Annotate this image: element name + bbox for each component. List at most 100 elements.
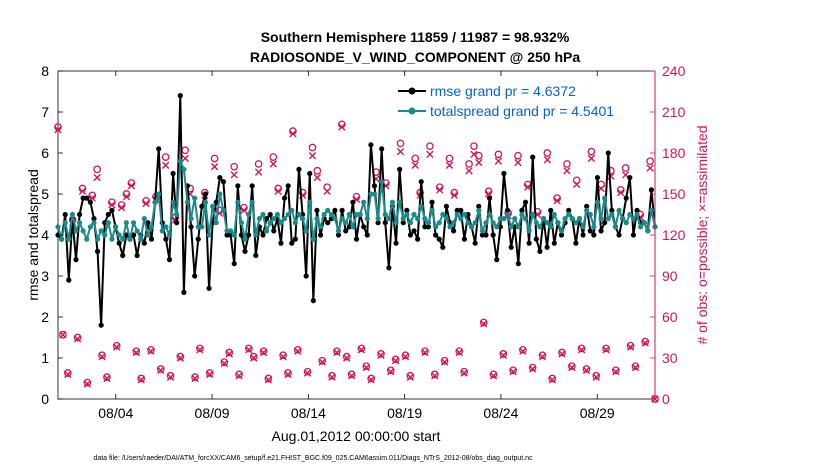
rmse-point	[573, 240, 579, 246]
obs-assimilated-stroke	[254, 168, 263, 176]
obs-assimilated-point	[142, 199, 150, 208]
rmse-point	[609, 207, 615, 213]
rmse-point	[141, 240, 147, 246]
totalspread-point	[58, 236, 65, 242]
obs-assimilated-point	[210, 162, 219, 171]
obs-assimilated-stroke	[607, 172, 615, 180]
obs-assimilated-point	[103, 374, 111, 383]
x-tick-label: 08/29	[580, 405, 615, 421]
totalspread-point	[213, 220, 219, 226]
rmse-point	[375, 220, 381, 226]
obs-assimilated-point	[426, 150, 434, 159]
rmse-point	[98, 322, 104, 328]
obs-assimilated-stroke	[367, 376, 375, 384]
obs-possible-point	[440, 356, 449, 365]
y-axis-label: rmse and totalspread	[25, 169, 41, 301]
obs-assimilated-stroke	[484, 190, 493, 198]
rmse-point	[584, 203, 590, 209]
totalspread-point	[148, 224, 155, 230]
obs-possible-point	[73, 333, 82, 342]
obs-assimilated-point	[318, 358, 326, 366]
obs-possible-point	[269, 153, 278, 161]
obs-assimilated-point	[328, 373, 336, 381]
totalspread-point	[350, 224, 356, 230]
rmse-point	[497, 224, 503, 230]
totalspread-point	[317, 224, 324, 230]
obs-possible-point	[470, 142, 478, 151]
totalspread-point	[206, 232, 212, 238]
y2-tick-label: 240	[662, 63, 686, 79]
legend-marker-totalspread	[408, 107, 416, 115]
totalspread-point	[353, 211, 360, 218]
obs-assimilated-point	[587, 154, 596, 163]
totalspread-point	[325, 207, 331, 213]
obs-assimilated-point	[489, 372, 498, 380]
obs-assimilated-point	[475, 158, 483, 167]
totalspread-point	[429, 207, 435, 213]
rmse-point	[188, 224, 194, 230]
totalspread-point	[515, 224, 521, 230]
obs-assimilated-point	[631, 363, 640, 372]
obs-assimilated-stroke	[108, 201, 116, 209]
totalspread-point	[112, 224, 119, 230]
obs-possible-point	[631, 362, 640, 371]
obs-assimilated-point	[450, 191, 459, 200]
obs-assimilated-stroke	[612, 367, 620, 376]
obs-assimilated-stroke	[176, 354, 185, 362]
rmse-point	[195, 236, 201, 242]
obs-assimilated-stroke	[318, 358, 326, 366]
obs-assimilated-point	[181, 154, 189, 163]
obs-possible-point	[225, 348, 234, 357]
obs-assimilated-stroke	[357, 346, 366, 354]
obs-assimilated-point	[161, 161, 170, 169]
obs-assimilated-point	[122, 193, 131, 201]
obs-possible-point	[333, 347, 341, 356]
totalspread-point	[339, 216, 345, 222]
obs-possible-point	[558, 348, 566, 357]
totalspread-point	[289, 207, 295, 213]
obs-assimilated-stroke	[328, 373, 336, 381]
totalspread-point	[238, 220, 245, 226]
totalspread-point	[66, 236, 72, 242]
obs-assimilated-stroke	[142, 199, 150, 208]
rmse-point	[278, 240, 284, 246]
obs-assimilated-point	[519, 347, 527, 355]
obs-possible-point	[83, 378, 92, 387]
y-tick-label: 6	[41, 145, 49, 161]
rmse-point	[116, 240, 122, 246]
obs-possible-point	[430, 370, 439, 379]
axis-layer: 08/04 08/09 08/14 08/19 08/24 08/29 0 1 2 3 4 5 6 7 8 0…	[41, 63, 685, 421]
obs-assimilated-point	[264, 376, 273, 384]
obs-possible-point	[514, 151, 522, 160]
obs-assimilated-point	[73, 335, 82, 343]
obs-assimilated-stroke	[431, 372, 439, 380]
obs-assimilated-point	[289, 130, 297, 138]
y-tick-label: 7	[41, 104, 49, 120]
totalspread-point	[94, 236, 101, 242]
totalspread-point	[544, 220, 550, 226]
totalspread-point	[508, 224, 514, 230]
data-layer	[54, 93, 659, 403]
obs-assimilated-point	[563, 167, 571, 175]
obs-possible-point	[646, 157, 654, 166]
rmse-point	[289, 240, 295, 246]
obs-assimilated-point	[528, 365, 537, 373]
obs-assimilated-stroke	[617, 188, 625, 197]
totalspread-point	[249, 199, 255, 205]
obs-possible-point	[519, 345, 527, 354]
obs-assimilated-point	[377, 351, 385, 359]
obs-assimilated-stroke	[166, 373, 175, 381]
rmse-point	[199, 203, 205, 209]
obs-possible-point	[284, 369, 292, 377]
obs-assimilated-stroke	[147, 347, 155, 355]
obs-assimilated-stroke	[303, 369, 312, 377]
totalspread-point	[299, 216, 306, 222]
totalspread-point	[587, 211, 593, 218]
totalspread-point	[551, 211, 557, 218]
obs-assimilated-stroke	[161, 161, 170, 169]
rmse-point	[368, 142, 374, 148]
rmse-point	[454, 207, 460, 213]
totalspread-point	[278, 220, 284, 226]
rmse-point	[249, 183, 255, 189]
